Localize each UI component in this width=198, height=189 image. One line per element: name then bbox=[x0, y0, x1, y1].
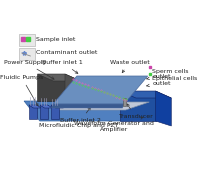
Polygon shape bbox=[51, 105, 59, 119]
Polygon shape bbox=[69, 89, 112, 101]
Text: Microfluidic Chip and PZT: Microfluidic Chip and PZT bbox=[39, 123, 118, 128]
FancyBboxPatch shape bbox=[19, 33, 35, 46]
Text: Fluidic Pumps: Fluidic Pumps bbox=[0, 75, 43, 106]
Polygon shape bbox=[29, 105, 41, 108]
Text: Contaminant outlet: Contaminant outlet bbox=[36, 50, 97, 56]
Text: Sample inlet: Sample inlet bbox=[36, 36, 75, 42]
FancyBboxPatch shape bbox=[19, 47, 35, 60]
Polygon shape bbox=[24, 101, 158, 121]
Text: Sperm cells
outlet: Sperm cells outlet bbox=[147, 69, 189, 80]
Polygon shape bbox=[120, 91, 171, 98]
Polygon shape bbox=[156, 91, 171, 126]
Polygon shape bbox=[52, 102, 149, 110]
Polygon shape bbox=[112, 89, 127, 104]
Text: Epithelial cells
outlet: Epithelial cells outlet bbox=[147, 76, 198, 87]
Polygon shape bbox=[65, 74, 81, 104]
Polygon shape bbox=[52, 104, 124, 108]
Text: Buffer inlet 1: Buffer inlet 1 bbox=[42, 60, 83, 74]
Text: Waveform Generator and
Amplifier: Waveform Generator and Amplifier bbox=[74, 117, 154, 132]
Polygon shape bbox=[123, 98, 127, 106]
Text: Waste outlet: Waste outlet bbox=[110, 60, 149, 73]
Polygon shape bbox=[51, 105, 63, 108]
Polygon shape bbox=[69, 89, 127, 94]
Polygon shape bbox=[53, 76, 148, 104]
Polygon shape bbox=[40, 105, 48, 119]
Polygon shape bbox=[120, 91, 156, 121]
Polygon shape bbox=[29, 105, 37, 119]
Text: Power Supply: Power Supply bbox=[5, 60, 54, 79]
Polygon shape bbox=[37, 74, 81, 81]
Text: Buffer inlet 2: Buffer inlet 2 bbox=[60, 107, 101, 123]
Polygon shape bbox=[40, 105, 52, 108]
Polygon shape bbox=[37, 74, 65, 101]
Text: Transducer: Transducer bbox=[118, 104, 153, 119]
